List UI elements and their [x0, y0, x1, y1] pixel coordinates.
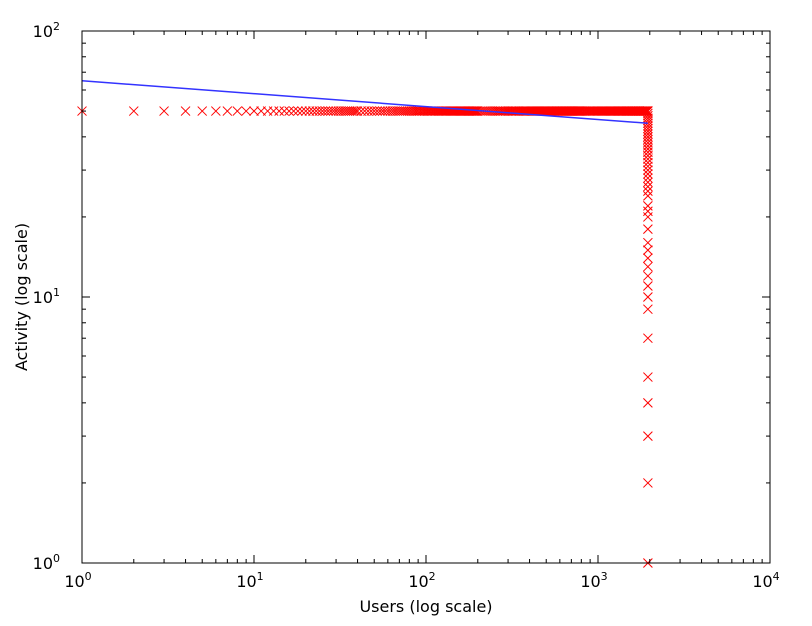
y-tick-label: 100: [33, 552, 60, 573]
scatter-point: [382, 106, 393, 116]
scatter-point: [643, 106, 653, 116]
scatter-point: [377, 106, 388, 116]
scatter-point: [328, 106, 339, 116]
scatter-point: [180, 106, 191, 116]
scatter-point: [326, 106, 336, 116]
minor-ticks: [82, 31, 770, 563]
scatter-point: [468, 106, 479, 116]
y-axis-title: Activity (log scale): [12, 223, 31, 371]
scatter-point: [643, 478, 653, 488]
scatter-point: [348, 106, 359, 116]
scatter-point: [232, 106, 243, 116]
scatter-point: [643, 372, 653, 382]
plot-area: [77, 30, 771, 568]
scatter-point: [385, 106, 396, 116]
scatter-point: [643, 157, 653, 168]
scatter-point: [643, 431, 653, 441]
scatter-point: [643, 110, 653, 121]
scatter-point: [297, 106, 307, 116]
scatter-point: [284, 106, 294, 116]
scatter-point: [643, 169, 653, 179]
scatter-point: [249, 106, 259, 116]
scatter-point: [643, 333, 653, 344]
scatter-point: [643, 147, 653, 158]
scatter-point: [406, 106, 417, 116]
scatter-point: [643, 108, 653, 119]
scatter-point: [304, 106, 315, 116]
scatter-point: [643, 261, 653, 272]
scatter-point: [643, 186, 653, 197]
x-tick-label: 103: [580, 570, 607, 591]
scatter-point: [222, 106, 233, 116]
scatter-point: [643, 292, 653, 302]
scatter-point: [643, 177, 653, 188]
scatter-point: [643, 154, 653, 164]
x-tick-label: 104: [752, 570, 779, 591]
fit-line: [81, 80, 648, 124]
scatter-point: [356, 106, 367, 116]
scatter-point: [274, 106, 284, 116]
scatter-point: [469, 106, 480, 116]
scatter-point: [643, 304, 653, 315]
scatter-point: [293, 106, 303, 116]
x-tick-label: 102: [408, 570, 435, 591]
scatter-point: [643, 181, 653, 192]
scatter-point: [643, 281, 653, 291]
scatter-point: [643, 397, 653, 408]
x-tick-label: 101: [236, 570, 263, 591]
x-tick-label: 100: [64, 570, 91, 591]
y-tick-label: 101: [33, 286, 60, 307]
plot-frame: [82, 31, 770, 563]
scatter-point: [643, 165, 653, 175]
scatter-point: [643, 173, 653, 183]
scatter-point: [643, 191, 653, 201]
scatter-point: [643, 161, 653, 172]
scatter-point: [331, 106, 341, 116]
scatter-point: [210, 106, 221, 116]
scatter-point: [352, 106, 363, 116]
scatter-point: [643, 271, 653, 281]
scatter-point: [643, 212, 653, 222]
scatter-point: [643, 237, 653, 248]
chart-marks: [77, 80, 653, 568]
scatter-point: [279, 106, 290, 116]
scatter-point: [643, 224, 653, 234]
plot-border: [81, 30, 771, 564]
x-axis-title: Users (log scale): [359, 597, 492, 616]
scatter-point: [380, 106, 391, 116]
scatter-point: [128, 106, 139, 116]
scatter-point: [333, 106, 344, 116]
scatter-point: [643, 113, 653, 124]
scatter-point: [241, 106, 251, 116]
scatter-point: [643, 150, 653, 161]
scatter-point: [300, 106, 311, 116]
scatter-point: [197, 106, 208, 116]
tick-labels: 100 101 102 103 104 100 101 102: [33, 20, 780, 591]
scatter-point: [159, 106, 169, 116]
scatter-point: [288, 106, 299, 116]
y-tick-label: 102: [33, 20, 60, 41]
scatter-point: [408, 106, 418, 116]
scatter-point: [643, 245, 653, 256]
scatter-point: [643, 253, 653, 263]
